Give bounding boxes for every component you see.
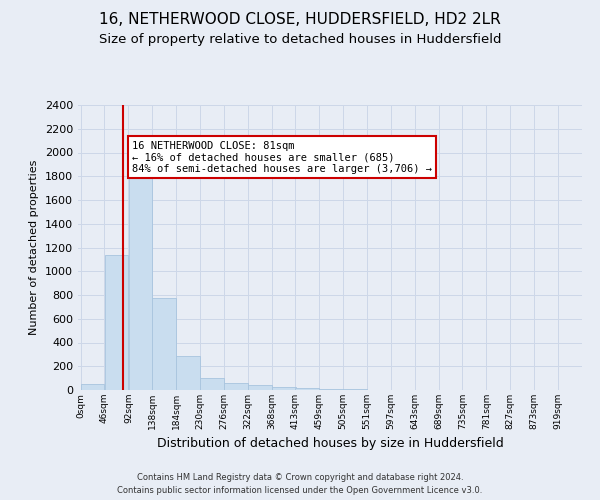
Bar: [200, 378, 224, 390]
Bar: [176, 356, 200, 390]
Bar: [81, 384, 104, 390]
Bar: [104, 254, 128, 390]
Bar: [248, 385, 272, 390]
X-axis label: Distribution of detached houses by size in Huddersfield: Distribution of detached houses by size …: [157, 438, 503, 450]
Text: Size of property relative to detached houses in Huddersfield: Size of property relative to detached ho…: [99, 32, 501, 46]
Bar: [224, 384, 248, 390]
Text: Contains HM Land Registry data © Crown copyright and database right 2024.
Contai: Contains HM Land Registry data © Crown c…: [118, 474, 482, 495]
Text: 16 NETHERWOOD CLOSE: 81sqm
← 16% of detached houses are smaller (685)
84% of sem: 16 NETHERWOOD CLOSE: 81sqm ← 16% of deta…: [132, 140, 432, 174]
Bar: [295, 388, 319, 390]
Bar: [128, 158, 152, 390]
Y-axis label: Number of detached properties: Number of detached properties: [29, 160, 40, 335]
Bar: [152, 298, 176, 390]
Text: 16, NETHERWOOD CLOSE, HUDDERSFIELD, HD2 2LR: 16, NETHERWOOD CLOSE, HUDDERSFIELD, HD2 …: [99, 12, 501, 28]
Bar: [272, 387, 296, 390]
Bar: [319, 389, 343, 390]
